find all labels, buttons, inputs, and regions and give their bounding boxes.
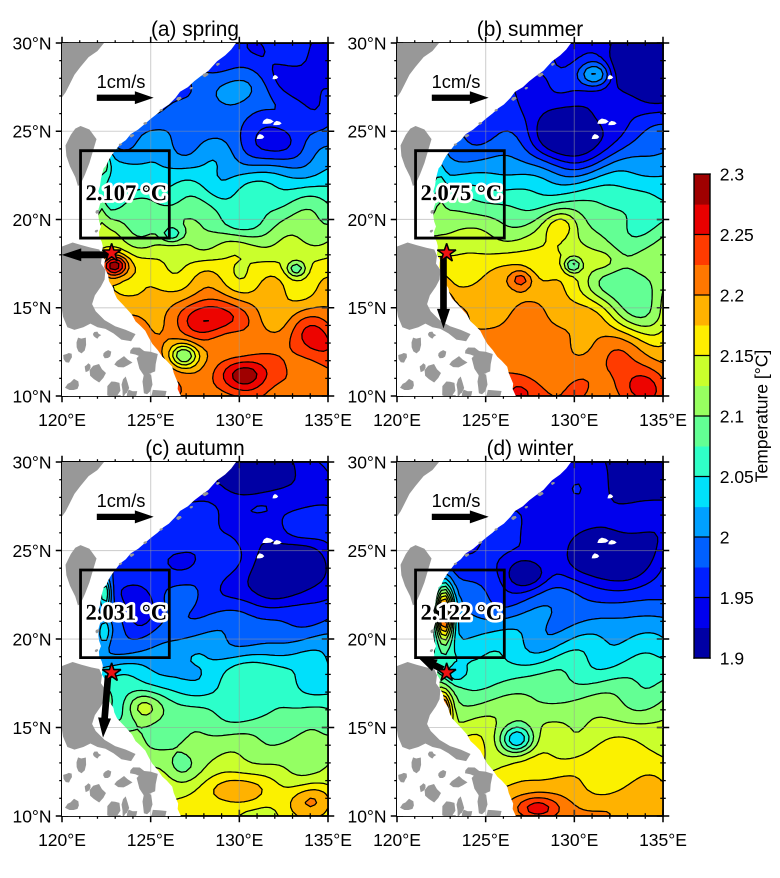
svg-text:2.1: 2.1	[720, 406, 744, 426]
svg-text:135°E: 135°E	[639, 830, 687, 850]
svg-text:10°N: 10°N	[347, 386, 386, 406]
svg-text:1cm/s: 1cm/s	[432, 490, 481, 511]
svg-text:1cm/s: 1cm/s	[97, 71, 146, 92]
svg-text:10°N: 10°N	[347, 806, 386, 826]
svg-text:1.9: 1.9	[720, 648, 744, 668]
svg-text:2: 2	[720, 527, 730, 547]
svg-text:(a) spring: (a) spring	[151, 18, 239, 41]
svg-text:125°E: 125°E	[462, 830, 510, 850]
svg-text:135°E: 135°E	[304, 830, 352, 850]
svg-text:130°E: 130°E	[550, 410, 598, 430]
svg-text:135°E: 135°E	[639, 410, 687, 430]
svg-text:15°N: 15°N	[12, 718, 51, 738]
svg-text:125°E: 125°E	[127, 410, 175, 430]
svg-text:2.15: 2.15	[720, 346, 754, 366]
svg-text:1.95: 1.95	[720, 588, 754, 608]
svg-text:1cm/s: 1cm/s	[432, 71, 481, 92]
svg-text:2.2: 2.2	[720, 285, 744, 305]
svg-text:(b) summer: (b) summer	[477, 18, 584, 41]
svg-text:120°E: 120°E	[38, 830, 86, 850]
svg-text:1cm/s: 1cm/s	[97, 490, 146, 511]
svg-text:130°E: 130°E	[215, 830, 263, 850]
svg-text:130°E: 130°E	[550, 830, 598, 850]
svg-text:2.25: 2.25	[720, 225, 754, 245]
svg-text:125°E: 125°E	[127, 830, 175, 850]
svg-text:135°E: 135°E	[304, 410, 352, 430]
svg-text:120°E: 120°E	[38, 410, 86, 430]
svg-text:25°N: 25°N	[12, 541, 51, 561]
svg-text:25°N: 25°N	[347, 122, 386, 142]
svg-text:15°N: 15°N	[12, 298, 51, 318]
svg-text:15°N: 15°N	[347, 718, 386, 738]
svg-text:30°N: 30°N	[347, 452, 386, 472]
svg-text:25°N: 25°N	[347, 541, 386, 561]
svg-text:30°N: 30°N	[347, 33, 386, 53]
svg-text:120°E: 120°E	[373, 830, 421, 850]
svg-text:25°N: 25°N	[12, 122, 51, 142]
svg-text:(d) winter: (d) winter	[487, 437, 574, 460]
svg-text:20°N: 20°N	[12, 629, 51, 649]
svg-text:20°N: 20°N	[347, 210, 386, 230]
svg-text:Temperature [°C]: Temperature [°C]	[752, 350, 772, 482]
svg-text:10°N: 10°N	[12, 386, 51, 406]
svg-text:(c) autumn: (c) autumn	[145, 437, 245, 460]
svg-text:10°N: 10°N	[12, 806, 51, 826]
svg-text:2.05: 2.05	[720, 467, 754, 487]
svg-text:2.3: 2.3	[720, 164, 744, 184]
svg-text:125°E: 125°E	[462, 410, 510, 430]
svg-text:20°N: 20°N	[12, 210, 51, 230]
svg-text:130°E: 130°E	[215, 410, 263, 430]
svg-text:20°N: 20°N	[347, 629, 386, 649]
svg-text:120°E: 120°E	[373, 410, 421, 430]
svg-text:15°N: 15°N	[347, 298, 386, 318]
svg-text:30°N: 30°N	[12, 33, 51, 53]
svg-text:30°N: 30°N	[12, 452, 51, 472]
